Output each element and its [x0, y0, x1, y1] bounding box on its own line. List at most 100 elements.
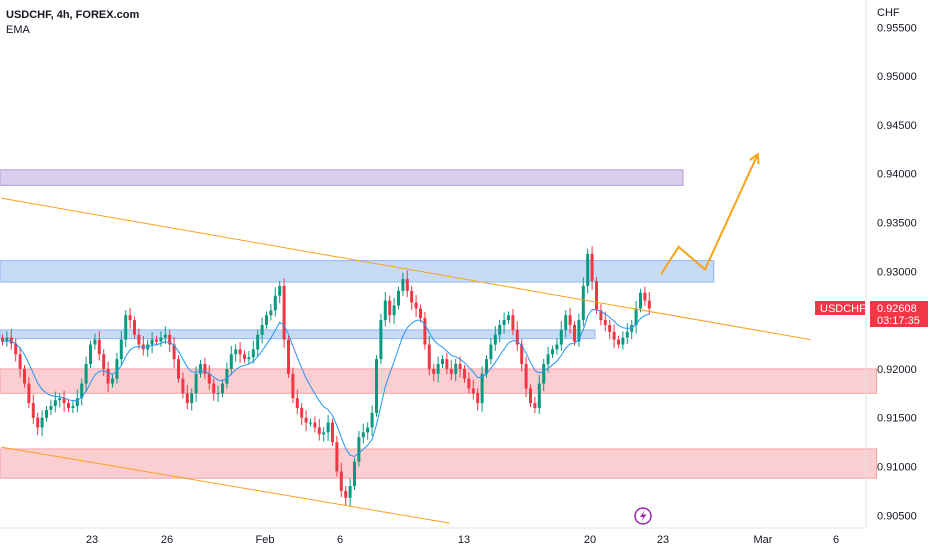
candle-55 — [243, 354, 246, 360]
candle-72 — [317, 427, 321, 435]
candle-139 — [612, 331, 616, 340]
trendline-0 — [0, 197, 811, 341]
candle-123 — [542, 364, 546, 384]
candle-107 — [471, 388, 475, 394]
candle-79 — [348, 486, 352, 498]
candle-140 — [617, 339, 620, 345]
candle-127 — [559, 329, 563, 345]
candle-60 — [265, 315, 268, 325]
price-tick-7: 0.94000 — [877, 169, 917, 181]
candle-46 — [203, 364, 207, 374]
candle-28 — [124, 315, 128, 340]
candle-19 — [84, 364, 88, 384]
candle-116 — [511, 315, 515, 330]
candle-21 — [93, 339, 97, 345]
candle-52 — [229, 354, 233, 369]
candle-53 — [234, 349, 238, 355]
ema-line — [2, 308, 650, 458]
price-tick-1: 0.91000 — [877, 462, 917, 474]
candle-3 — [14, 343, 18, 355]
zone-1 — [0, 260, 715, 283]
candle-14 — [62, 398, 66, 404]
candle-124 — [546, 354, 550, 365]
candle-29 — [128, 315, 132, 321]
candle-87 — [383, 300, 387, 321]
candle-76 — [335, 442, 339, 472]
projection-path — [660, 153, 759, 275]
candle-58 — [256, 334, 260, 350]
candle-27 — [119, 339, 123, 360]
candle-54 — [238, 349, 242, 355]
candle-16 — [71, 406, 75, 408]
trendlines-layer — [0, 152, 811, 524]
candle-134 — [590, 253, 594, 282]
price-tick-2: 0.91500 — [877, 413, 917, 425]
price-axis[interactable]: 0.905000.910000.915000.920000.925000.930… — [877, 22, 917, 522]
candle-120 — [529, 388, 532, 404]
candle-83 — [366, 427, 370, 433]
candle-61 — [269, 310, 273, 316]
candle-77 — [339, 471, 343, 491]
trendline-1 — [0, 446, 450, 524]
candle-128 — [564, 315, 568, 330]
indicator-label[interactable]: EMA — [6, 24, 30, 36]
candle-63 — [278, 285, 282, 296]
candle-73 — [322, 432, 326, 435]
candle-45 — [199, 364, 202, 374]
date-tick-5: 20 — [584, 534, 596, 546]
zone-2 — [0, 329, 596, 340]
candle-133 — [586, 253, 590, 286]
candle-114 — [502, 320, 506, 325]
candle-47 — [207, 373, 211, 384]
candle-86 — [379, 320, 383, 360]
badge-symbol: USDCHF — [820, 303, 866, 315]
candle-109 — [480, 373, 484, 404]
candle-136 — [599, 310, 603, 321]
date-tick-3: 6 — [337, 534, 343, 546]
candle-22 — [97, 339, 101, 355]
candle-37 — [163, 334, 167, 338]
candle-111 — [489, 344, 493, 360]
events-icon[interactable] — [634, 507, 652, 525]
candle-81 — [357, 437, 361, 462]
candle-69 — [304, 417, 308, 423]
candle-78 — [344, 490, 348, 498]
time-axis[interactable]: 23 26 Feb 6 13 20 23 Mar 6 — [86, 534, 839, 546]
candle-13 — [58, 398, 62, 401]
candle-26 — [115, 359, 119, 379]
candle-65 — [287, 339, 290, 374]
candle-137 — [603, 320, 607, 325]
candle-12 — [53, 400, 57, 407]
candle-7 — [31, 403, 35, 418]
candle-90 — [397, 290, 400, 306]
candle-144 — [634, 308, 638, 325]
candle-4 — [18, 354, 22, 369]
candle-75 — [331, 422, 334, 443]
candle-43 — [190, 393, 194, 404]
symbol-title[interactable]: USDCHF, 4h, FOREX.com — [6, 9, 140, 21]
candle-100 — [441, 359, 444, 365]
date-tick-4: 13 — [458, 534, 470, 546]
candle-39 — [172, 344, 176, 360]
candle-97 — [427, 344, 431, 369]
price-tick-8: 0.94500 — [877, 120, 917, 132]
candle-89 — [392, 305, 396, 316]
candle-125 — [551, 349, 554, 355]
date-tick-8: 6 — [833, 534, 839, 546]
zone-0 — [0, 169, 684, 186]
candle-67 — [295, 398, 299, 408]
candle-9 — [40, 417, 44, 428]
candle-36 — [159, 337, 163, 342]
candle-80 — [353, 461, 356, 487]
candle-15 — [67, 403, 70, 408]
candle-6 — [27, 383, 31, 404]
candle-56 — [247, 357, 251, 360]
badge-price: 0.92608 — [877, 303, 917, 315]
candle-117 — [515, 329, 519, 345]
candle-131 — [577, 320, 581, 342]
candle-121 — [533, 403, 537, 408]
candle-24 — [106, 368, 110, 384]
price-tick-5: 0.93000 — [877, 266, 917, 278]
candle-106 — [467, 378, 471, 389]
